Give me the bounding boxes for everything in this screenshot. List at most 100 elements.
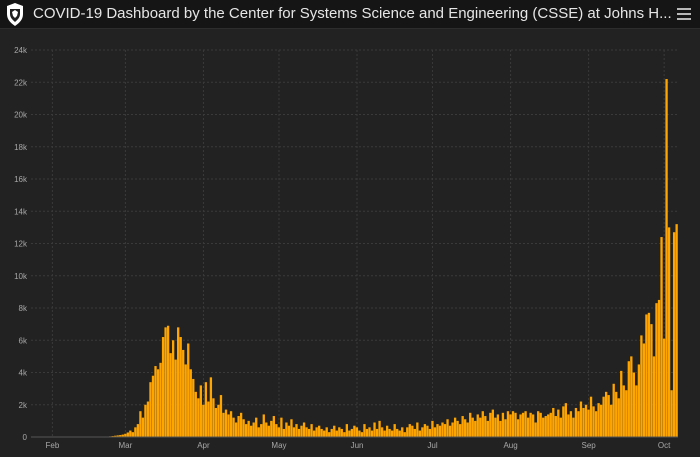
daily-case-bar[interactable] bbox=[406, 427, 409, 437]
daily-case-bar[interactable] bbox=[204, 382, 208, 437]
daily-case-bar[interactable] bbox=[579, 401, 583, 437]
daily-case-bar[interactable] bbox=[305, 427, 308, 437]
daily-case-bar[interactable] bbox=[521, 412, 525, 437]
daily-case-bar[interactable] bbox=[476, 414, 479, 437]
daily-case-bar[interactable] bbox=[292, 427, 296, 437]
daily-case-bar[interactable] bbox=[401, 427, 404, 437]
daily-case-bar[interactable] bbox=[290, 419, 293, 437]
daily-case-bar[interactable] bbox=[267, 425, 270, 437]
daily-case-bar[interactable] bbox=[496, 414, 500, 437]
daily-case-bar[interactable] bbox=[436, 424, 439, 437]
daily-case-bar[interactable] bbox=[330, 428, 333, 437]
daily-case-bar[interactable] bbox=[116, 435, 119, 437]
daily-case-bar[interactable] bbox=[388, 428, 391, 437]
daily-case-bar[interactable] bbox=[423, 424, 427, 437]
daily-case-bar[interactable] bbox=[650, 324, 653, 437]
daily-case-bar[interactable] bbox=[272, 416, 275, 437]
daily-case-bar[interactable] bbox=[526, 417, 530, 437]
daily-case-bar[interactable] bbox=[479, 417, 482, 437]
daily-case-bar[interactable] bbox=[250, 425, 253, 437]
daily-case-bar[interactable] bbox=[287, 425, 291, 437]
daily-case-bar[interactable] bbox=[426, 425, 429, 437]
daily-case-bar[interactable] bbox=[453, 417, 457, 437]
daily-case-bar[interactable] bbox=[584, 404, 588, 437]
daily-case-bar[interactable] bbox=[214, 407, 218, 437]
daily-case-bar[interactable] bbox=[486, 420, 489, 437]
daily-case-bar[interactable] bbox=[134, 427, 137, 437]
daily-case-bar[interactable] bbox=[227, 414, 230, 437]
daily-case-bar[interactable] bbox=[391, 430, 394, 437]
daily-case-bar[interactable] bbox=[247, 420, 250, 437]
daily-case-bar[interactable] bbox=[353, 425, 356, 437]
daily-case-bar[interactable] bbox=[121, 434, 124, 437]
daily-case-bar[interactable] bbox=[471, 417, 474, 437]
daily-case-bar[interactable] bbox=[667, 227, 671, 437]
daily-case-bar[interactable] bbox=[297, 428, 301, 437]
daily-case-bar[interactable] bbox=[300, 425, 303, 437]
daily-case-bar[interactable] bbox=[411, 425, 414, 437]
daily-case-bar[interactable] bbox=[169, 353, 172, 437]
daily-case-bar[interactable] bbox=[202, 404, 205, 437]
hamburger-menu-icon[interactable] bbox=[677, 8, 691, 20]
daily-case-bar[interactable] bbox=[524, 411, 527, 437]
daily-case-bar[interactable] bbox=[421, 427, 424, 437]
daily-case-bar[interactable] bbox=[244, 424, 248, 437]
daily-case-bar[interactable] bbox=[416, 422, 419, 437]
daily-case-bar[interactable] bbox=[640, 335, 643, 437]
daily-case-bar[interactable] bbox=[431, 420, 434, 437]
daily-case-bar[interactable] bbox=[622, 385, 625, 437]
daily-case-bar[interactable] bbox=[370, 430, 374, 437]
daily-case-bar[interactable] bbox=[489, 412, 492, 437]
daily-case-bar[interactable] bbox=[335, 430, 338, 437]
daily-case-bar[interactable] bbox=[652, 356, 656, 437]
daily-case-bar[interactable] bbox=[617, 398, 620, 437]
daily-case-bar[interactable] bbox=[393, 424, 396, 437]
daily-case-bar[interactable] bbox=[398, 430, 401, 437]
daily-case-bar[interactable] bbox=[217, 404, 220, 437]
daily-case-bar[interactable] bbox=[270, 420, 273, 437]
daily-case-bar[interactable] bbox=[499, 420, 502, 437]
daily-case-bar[interactable] bbox=[491, 409, 495, 437]
daily-case-bar[interactable] bbox=[192, 378, 195, 437]
daily-case-bar[interactable] bbox=[209, 377, 213, 437]
daily-case-bar[interactable] bbox=[385, 425, 389, 437]
daily-case-bar[interactable] bbox=[615, 391, 618, 437]
daily-case-bar[interactable] bbox=[549, 412, 552, 437]
daily-case-bar[interactable] bbox=[207, 401, 210, 437]
daily-case-bar[interactable] bbox=[280, 417, 283, 437]
daily-case-bar[interactable] bbox=[159, 362, 162, 437]
daily-case-bar[interactable] bbox=[408, 424, 411, 437]
daily-case-bar[interactable] bbox=[189, 369, 192, 437]
daily-case-bar[interactable] bbox=[572, 417, 575, 437]
daily-case-bar[interactable] bbox=[197, 398, 200, 437]
daily-case-bar[interactable] bbox=[552, 407, 555, 437]
daily-case-bar[interactable] bbox=[312, 430, 316, 437]
daily-case-bar[interactable] bbox=[481, 411, 484, 437]
daily-case-bar[interactable] bbox=[373, 422, 376, 437]
daily-case-bar[interactable] bbox=[604, 391, 608, 437]
daily-case-bar[interactable] bbox=[469, 412, 472, 437]
daily-case-bar[interactable] bbox=[295, 424, 298, 437]
daily-case-bar[interactable] bbox=[242, 419, 245, 437]
daily-case-bar[interactable] bbox=[257, 427, 260, 437]
daily-case-bar[interactable] bbox=[136, 424, 140, 437]
daily-case-bar[interactable] bbox=[647, 312, 651, 437]
daily-case-bar[interactable] bbox=[632, 372, 636, 438]
daily-case-bar[interactable] bbox=[146, 401, 150, 437]
daily-case-bar[interactable] bbox=[574, 407, 578, 437]
daily-case-bar[interactable] bbox=[554, 416, 557, 437]
daily-case-bar[interactable] bbox=[657, 299, 661, 437]
daily-case-bar[interactable] bbox=[446, 419, 449, 437]
daily-case-bar[interactable] bbox=[466, 422, 469, 437]
daily-case-bar[interactable] bbox=[413, 428, 416, 437]
daily-case-bar[interactable] bbox=[131, 432, 135, 437]
daily-case-bar[interactable] bbox=[166, 325, 170, 437]
daily-case-bar[interactable] bbox=[343, 432, 346, 437]
daily-case-bar[interactable] bbox=[375, 428, 379, 437]
daily-case-bar[interactable] bbox=[645, 314, 648, 437]
daily-case-bar[interactable] bbox=[174, 359, 177, 437]
daily-case-bar[interactable] bbox=[164, 327, 167, 437]
daily-case-bar[interactable] bbox=[355, 427, 359, 437]
daily-case-bar[interactable] bbox=[187, 343, 190, 437]
daily-case-bar[interactable] bbox=[539, 412, 542, 437]
